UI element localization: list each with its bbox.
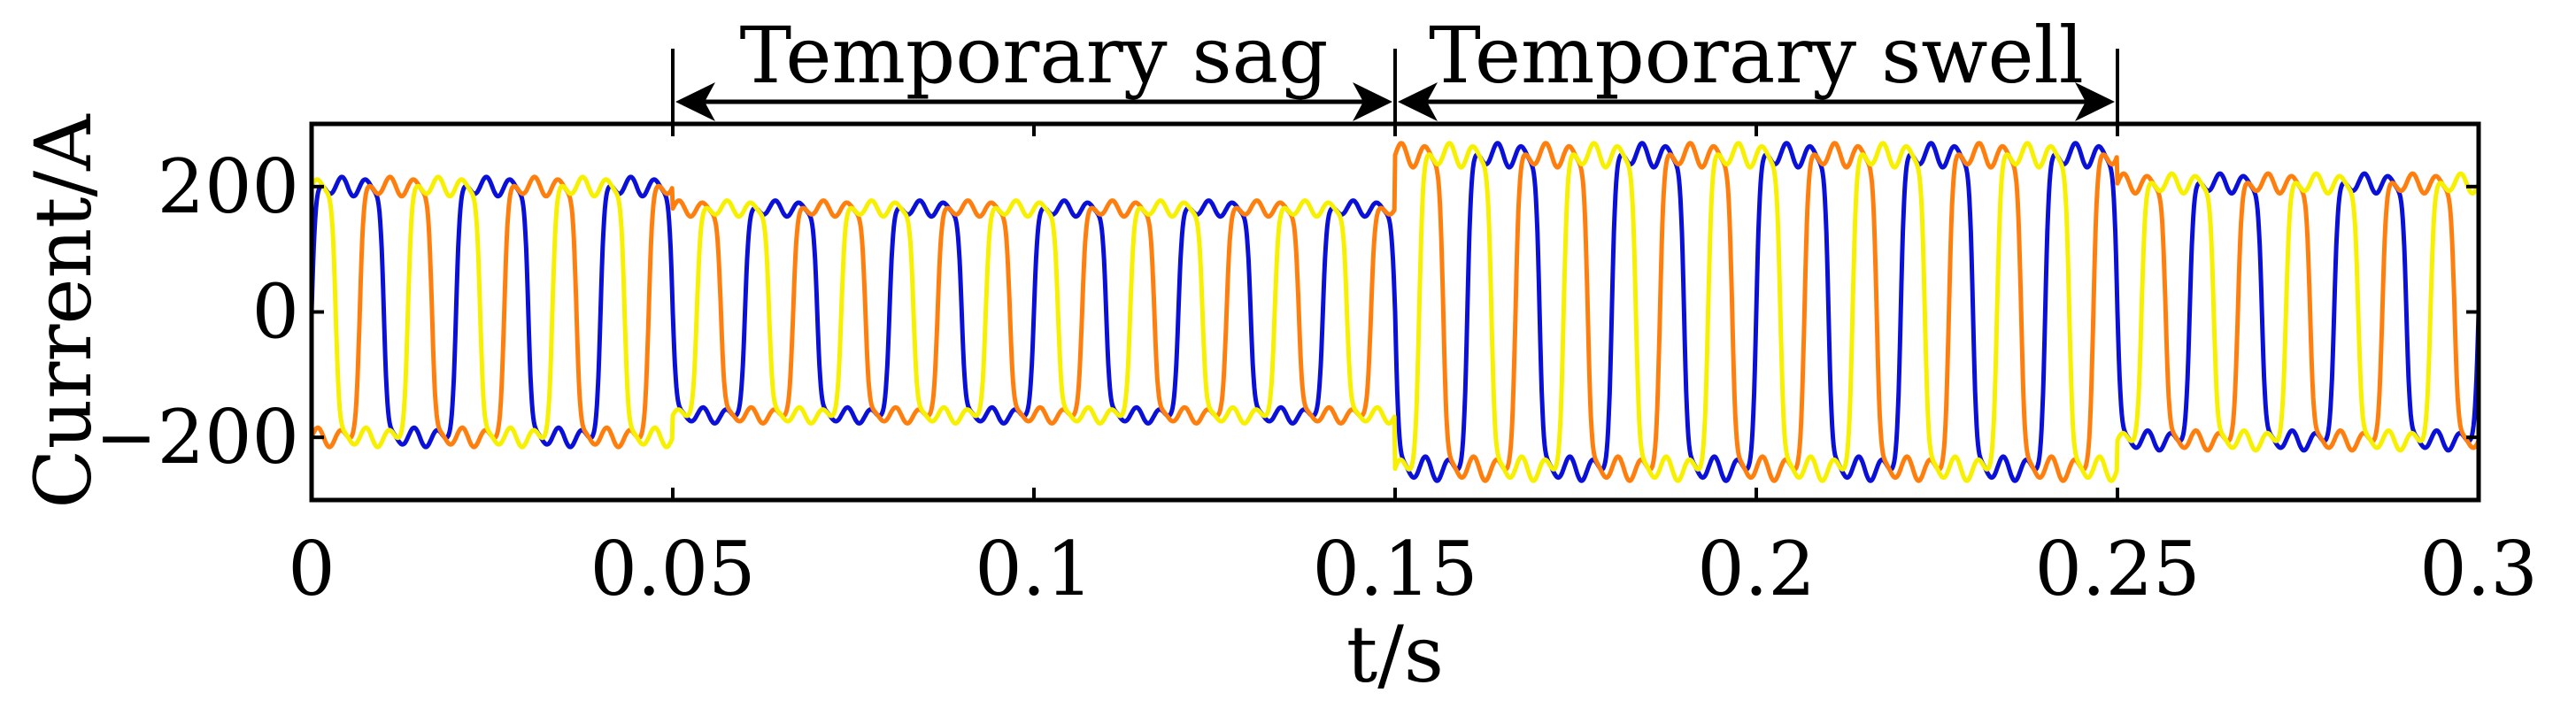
- x-tick-label: 0: [288, 526, 335, 612]
- x-tick-label: 0.1: [975, 526, 1093, 612]
- annotation-temporary-swell: Temporary swell: [1393, 10, 2119, 128]
- x-tick-label: 0.2: [1697, 526, 1816, 612]
- annotation-arrowhead-left: [675, 82, 715, 121]
- annotation-label: Temporary swell: [1429, 10, 2084, 101]
- y-tick-label: −200: [95, 394, 299, 481]
- annotation-arrowhead-right: [1353, 82, 1392, 121]
- x-tick-label: 0.3: [2419, 526, 2538, 612]
- series-layer: [312, 141, 2479, 483]
- x-tick-label: 0.05: [590, 526, 755, 612]
- x-tick-label: 0.15: [1312, 526, 1477, 612]
- annotation-arrowhead-right: [2075, 82, 2115, 121]
- x-axis-title: t/s: [1346, 609, 1444, 700]
- annotation-label: Temporary sag: [740, 10, 1329, 101]
- ticks-layer: 0 0.05 0.1 0.15 0.2 0.25 0.3 200 0 −200: [95, 124, 2538, 612]
- y-tick-label: 200: [158, 143, 299, 230]
- annotation-temporary-sag: Temporary sag: [671, 10, 1397, 128]
- annotation-layer: Temporary sag Temporary swell: [671, 10, 2119, 128]
- series-line-phase-c: [312, 141, 2479, 483]
- x-tick-label: 0.25: [2034, 526, 2200, 612]
- series-line-phase-b: [312, 141, 2479, 483]
- y-tick-label: 0: [252, 269, 299, 356]
- series-line-phase-a: [312, 141, 2479, 483]
- annotation-arrowhead-left: [1398, 82, 1438, 121]
- y-axis-title: Current/A: [18, 113, 109, 509]
